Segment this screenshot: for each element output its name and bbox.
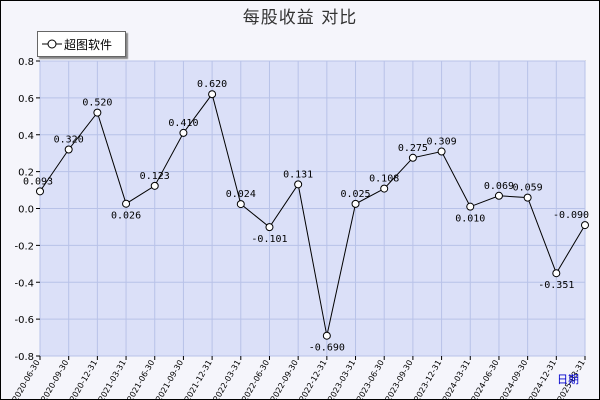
x-tick-label: 2021-12-31 — [183, 359, 214, 400]
data-point-marker — [36, 187, 44, 196]
data-label: 0.131 — [283, 169, 313, 180]
data-label: 0.059 — [513, 183, 543, 194]
grid-lines — [39, 60, 586, 357]
x-tick-label: 2023-09-30 — [384, 359, 415, 400]
x-tick-label: 2022-03-31 — [211, 359, 242, 400]
data-point-marker — [179, 128, 188, 137]
data-point-marker — [322, 331, 331, 340]
y-tick-label: 0.4 — [18, 131, 34, 142]
x-tick-label: 2021-03-31 — [97, 359, 128, 400]
data-label: 0.309 — [427, 137, 457, 148]
x-tick-label: 2020-09-30 — [39, 359, 70, 400]
x-axis-label: 日期 — [557, 373, 579, 386]
series-line-path — [39, 93, 586, 336]
data-label: 0.024 — [226, 189, 256, 200]
data-label: 0.093 — [23, 176, 53, 187]
x-tick-label: 2021-09-30 — [154, 359, 185, 400]
x-tick-label: 2021-06-30 — [125, 359, 156, 400]
data-label: 0.069 — [484, 181, 514, 192]
data-point-marker — [122, 199, 131, 208]
data-label: 0.025 — [340, 189, 370, 200]
data-point-marker — [93, 108, 102, 117]
data-label: 0.520 — [82, 98, 112, 109]
data-point-marker — [294, 180, 303, 189]
data-point-marker — [581, 221, 589, 230]
x-tick-label: 2023-03-31 — [326, 359, 357, 400]
data-label: 0.010 — [455, 214, 485, 225]
x-tick-label: 2024-03-31 — [441, 359, 472, 400]
y-tick-label: -0.4 — [14, 278, 34, 289]
y-tick-label: -0.8 — [14, 352, 34, 363]
y-tick-label: -0.2 — [14, 241, 34, 252]
x-tick-label: 2024-12-31 — [527, 359, 558, 400]
x-axis: 2020-06-302020-09-302020-12-312021-03-31… — [11, 356, 587, 400]
x-tick-label: 2023-12-31 — [412, 359, 443, 400]
data-label: 0.275 — [398, 143, 428, 154]
data-label: -0.101 — [251, 234, 287, 245]
data-label: 0.320 — [54, 135, 84, 146]
legend: 超图软件 — [37, 31, 126, 57]
data-point-marker — [236, 200, 245, 209]
data-label: -0.090 — [553, 210, 589, 221]
data-point-marker — [437, 147, 446, 156]
data-point-marker — [150, 181, 159, 190]
data-point-marker — [523, 193, 532, 202]
data-label: -0.690 — [309, 343, 345, 354]
data-label: 0.108 — [369, 174, 399, 185]
data-label: 0.026 — [111, 211, 141, 222]
x-tick-label: 2022-12-31 — [298, 359, 329, 400]
data-label: 0.620 — [197, 79, 227, 90]
series-line: 0.093 0.320 0.520 0.026 0.123 0.410 0.620 0.024… — [23, 79, 589, 354]
legend-entry-label: 超图软件 — [64, 38, 113, 52]
x-tick-label: 2020-12-31 — [68, 359, 99, 400]
y-tick-label: -0.6 — [14, 315, 34, 326]
x-tick-label: 2022-09-30 — [269, 359, 300, 400]
y-tick-label: 0.6 — [18, 94, 34, 105]
data-point-marker — [552, 269, 561, 278]
data-point-marker — [64, 145, 73, 154]
y-axis: 0.8 0.6 0.4 0.2 0.0 -0.2 -0.4 -0.6 -0.8 — [14, 57, 40, 363]
y-tick-label: 0.0 — [18, 205, 34, 216]
data-point-marker — [265, 223, 274, 232]
data-point-marker — [208, 90, 217, 99]
y-tick-label: 0.2 — [18, 168, 34, 179]
legend-marker-icon — [42, 39, 62, 49]
data-label: 0.410 — [168, 118, 198, 129]
x-tick-label: 2020-06-30 — [11, 359, 42, 400]
data-point-marker — [494, 191, 503, 200]
y-tick-label: 0.8 — [18, 57, 34, 68]
data-label: -0.351 — [538, 280, 574, 291]
x-tick-label: 2024-06-30 — [470, 359, 501, 400]
data-point-marker — [408, 153, 417, 162]
chart-title: 每股收益 对比 — [242, 8, 358, 28]
x-tick-label: 2022-06-30 — [240, 359, 271, 400]
x-tick-label: 2023-06-30 — [355, 359, 386, 400]
x-tick-label: 2024-09-30 — [498, 359, 529, 400]
data-point-marker — [466, 202, 475, 211]
data-label: 0.123 — [140, 171, 170, 182]
data-point-marker — [380, 184, 389, 193]
data-point-marker — [351, 199, 360, 208]
